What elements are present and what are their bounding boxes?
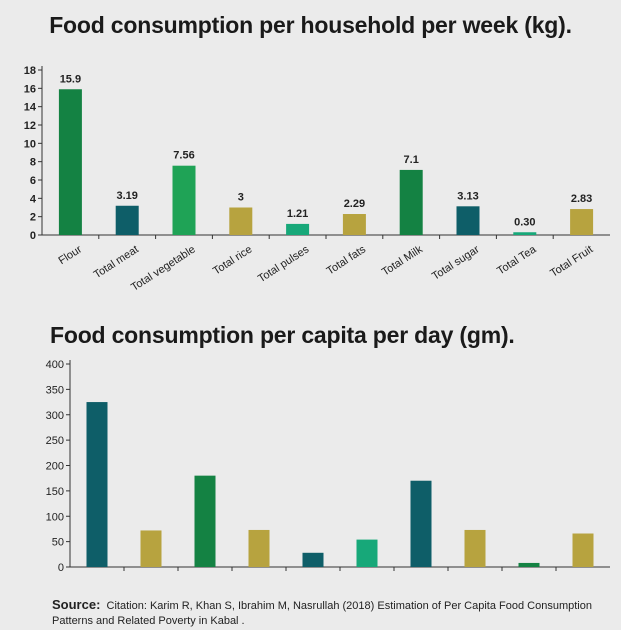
y-tick-label: 0 [30,230,36,242]
y-tick-label: 10 [24,138,36,150]
chart-1-title: Food consumption per household per week … [49,12,572,38]
bar-total-vegetable [172,165,196,235]
bar-8 [464,529,486,567]
bar-total-rice [229,207,253,235]
source-label: Source: [52,597,101,612]
bar-10 [572,533,594,567]
y-tick-label: 400 [46,359,64,371]
y-tick-label: 16 [24,83,36,95]
data-label: 3.19 [116,190,137,202]
bar-4 [248,529,270,567]
data-label: 15.9 [60,73,81,85]
source-citation: Source: Citation: Karim R, Khan S, Ibrah… [52,597,592,629]
bar-6 [356,539,378,567]
y-tick-label: 14 [24,102,37,114]
y-tick-label: 12 [24,120,36,132]
bar-total-sugar [456,206,480,235]
y-tick-label: 350 [46,384,64,396]
bar-total-fruit [570,209,594,235]
bar-1 [86,402,108,567]
bar-3 [194,475,216,567]
chart-2-title: Food consumption per capita per day (gm)… [50,322,515,348]
y-tick-label: 0 [58,562,64,574]
y-tick-label: 150 [46,486,64,498]
data-label: 1.21 [287,208,308,220]
y-tick-label: 8 [30,157,36,169]
y-tick-label: 200 [46,461,64,473]
bar-total-meat [115,205,139,235]
data-label: 2.29 [344,198,365,210]
y-tick-label: 50 [52,537,64,549]
bar-2 [140,530,162,567]
bar-5 [302,552,324,567]
data-label: 0.30 [514,216,535,228]
y-tick-label: 250 [46,435,64,447]
data-label: 7.1 [404,154,419,166]
y-tick-label: 4 [30,193,37,205]
bar-total-tea [513,232,537,235]
source-text: Citation: Karim R, Khan S, Ibrahim M, Na… [52,600,592,627]
data-label: 7.56 [173,150,194,162]
bar-flour [58,89,82,235]
bar-9 [518,562,540,567]
bar-total-pulses [286,223,310,235]
bar-total-milk [399,169,423,235]
y-tick-label: 300 [46,410,64,422]
data-label: 3.13 [457,190,478,202]
data-label: 3 [238,192,244,204]
bar-total-fats [342,214,366,235]
y-tick-label: 2 [30,212,36,224]
y-tick-label: 100 [46,511,64,523]
y-tick-label: 18 [24,65,36,77]
y-tick-label: 6 [30,175,36,187]
bar-7 [410,480,432,567]
data-label: 2.83 [571,193,592,205]
